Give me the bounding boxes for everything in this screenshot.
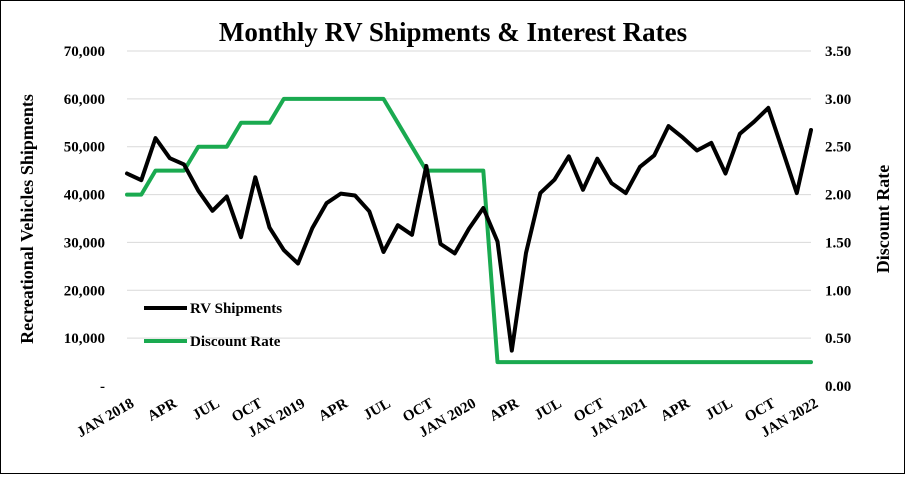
y2-tick-label: 0.50	[825, 331, 851, 347]
x-tick-label: APR	[316, 396, 351, 425]
chart-title: Monthly RV Shipments & Interest Rates	[219, 17, 687, 47]
series-line-rv-shipments	[125, 105, 813, 353]
series-layer	[125, 96, 813, 365]
y2-tick-label: 3.50	[825, 44, 851, 60]
x-tick-label: APR	[658, 396, 693, 425]
series-line-discount-rate	[125, 96, 813, 365]
x-tick-label: JUL	[703, 396, 736, 424]
x-tick-label: JAN 2018	[75, 396, 137, 441]
legend-item-discount-rate: Discount Rate	[144, 334, 281, 350]
legend: RV Shipments Discount Rate	[144, 301, 282, 350]
y-tick-label: 50,000	[64, 140, 105, 156]
y2-tick-label: 1.00	[825, 283, 851, 299]
x-tick-label: APR	[487, 396, 522, 425]
legend-label-rv-shipments: RV Shipments	[190, 301, 282, 317]
y2-axis-ticks: 0.00 0.50 1.00 1.50 2.00 2.50 3.00 3.50	[825, 44, 851, 395]
y-tick-label: 30,000	[64, 235, 105, 251]
legend-item-rv-shipments: RV Shipments	[144, 301, 282, 317]
y2-tick-label: 0.00	[825, 379, 851, 395]
gridlines	[127, 50, 811, 339]
y-tick-label: 10,000	[64, 331, 105, 347]
y-tick-label: 40,000	[64, 188, 105, 204]
y2-tick-label: 2.00	[825, 188, 851, 204]
y-tick-label: 60,000	[64, 92, 105, 108]
y-axis-title: Recreational Vehicles Shipments	[17, 94, 37, 344]
y-tick-label: -	[100, 379, 105, 395]
y-tick-label: 70,000	[64, 44, 105, 60]
y-tick-label: 20,000	[64, 283, 105, 299]
y2-axis-title: Discount Rate	[873, 165, 893, 274]
y2-tick-label: 1.50	[825, 235, 851, 251]
x-tick-label: JUL	[532, 396, 565, 424]
y2-tick-label: 3.00	[825, 92, 851, 108]
x-tick-label: APR	[145, 396, 180, 425]
legend-label-discount-rate: Discount Rate	[190, 334, 281, 350]
x-tick-label: JUL	[361, 396, 394, 424]
y-axis-ticks: - 10,000 20,000 30,000 40,000 50,000 60,000 70,…	[64, 44, 105, 395]
x-tick-label: JUL	[190, 396, 223, 424]
y2-tick-label: 2.50	[825, 140, 851, 156]
